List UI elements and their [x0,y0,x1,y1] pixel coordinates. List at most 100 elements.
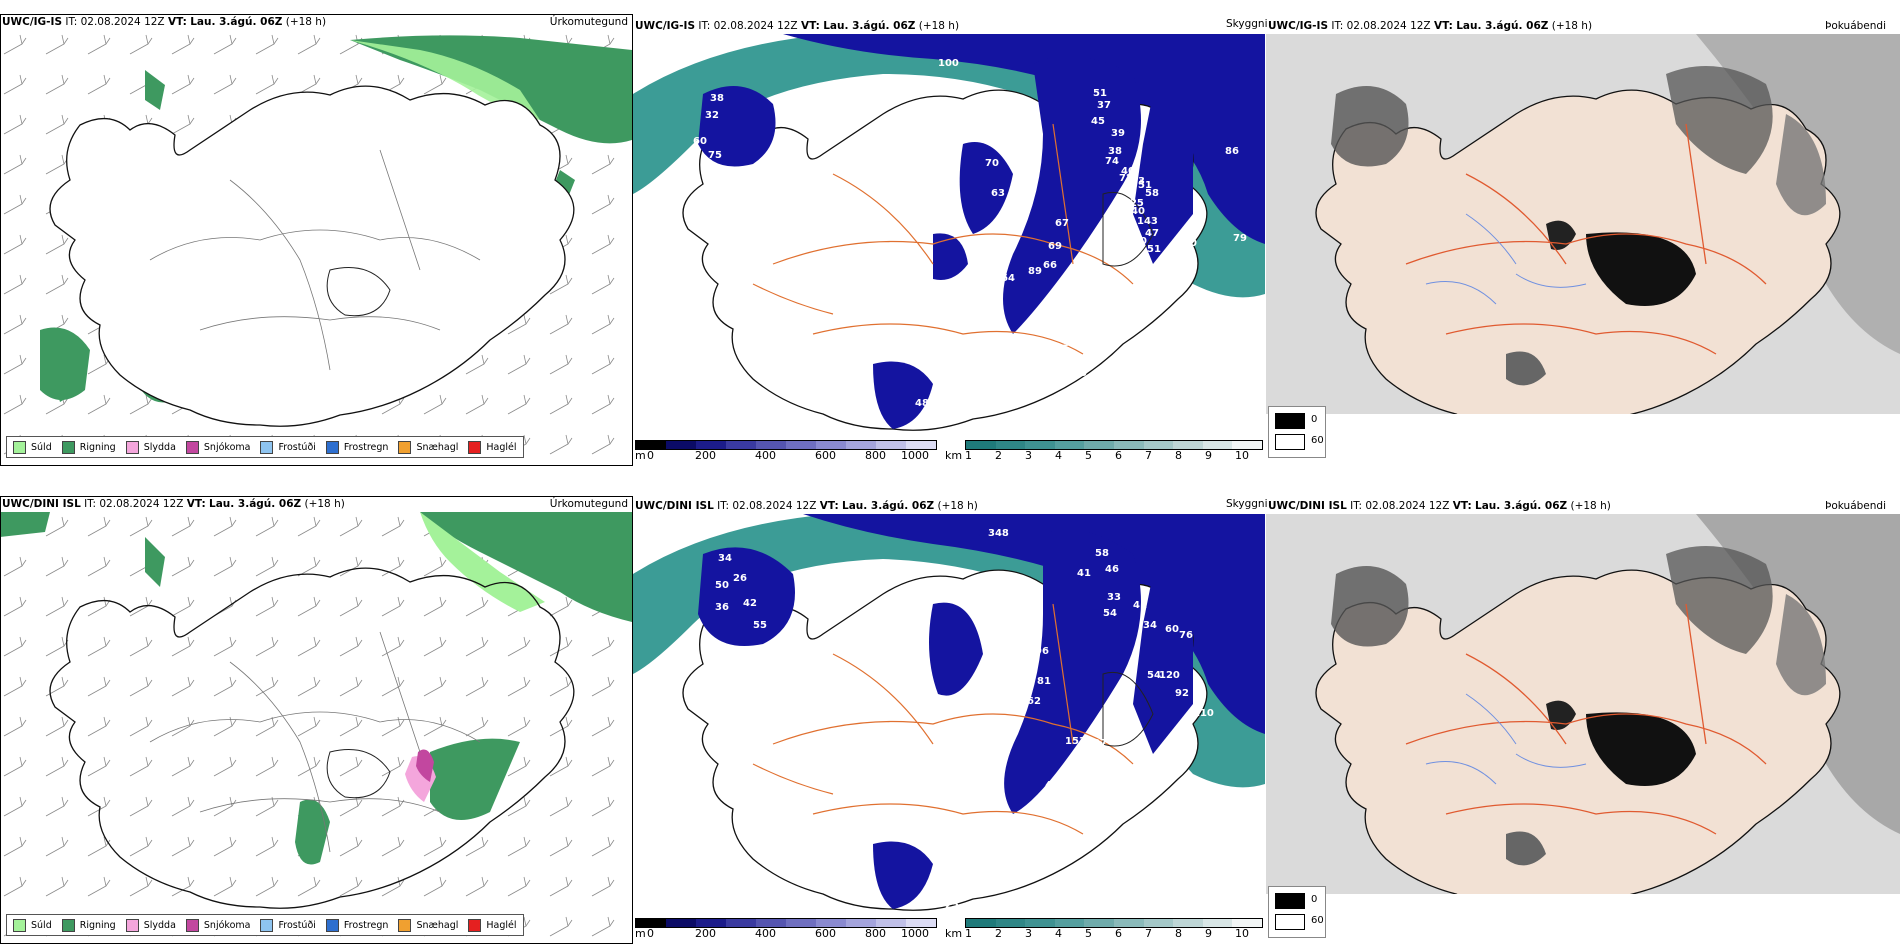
precip-panel-bottom: UWC/DINI ISL IT: 02.08.2024 12Z VT: Lau.… [0,496,632,942]
visibility-label: 93 [998,603,1012,614]
visibility-label: 42 [969,863,983,874]
valid-label: VT: [186,498,206,510]
cloud-panel-top: UWC/IG-IS IT: 02.08.2024 12Z VT: Lau. 3.… [1266,18,1900,464]
visibility-label: 63 [991,188,1005,199]
visibility-label: 51 [1147,244,1161,255]
legend-swatch [125,440,139,454]
visibility-label: 46 [1045,780,1059,791]
visibility-label: 143 [1137,216,1158,227]
roads [1405,123,1767,355]
drizzle-area-north [420,512,545,612]
visibility-tick: 6 [1115,927,1122,940]
visibility-tick: 4 [1055,927,1062,940]
product-title: Þokuábendi [1825,500,1886,512]
panel-header: UWC/IG-IS IT: 02.08.2024 12Z VT: Lau. 3.… [1266,18,1900,34]
legend-label: Frostúði [278,919,316,931]
visibility-label: 79 [1233,233,1247,244]
legend-label: Rigning [79,919,116,931]
init-time: 02.08.2024 12Z [732,500,817,512]
visibility-label: 67 [1055,218,1069,229]
visibility-label: 153 [1065,736,1086,747]
visibility-unit: km [945,927,963,940]
visibility-tick: 7 [1145,449,1152,462]
legend-swatch [260,918,274,932]
visibility-label: 58 [728,183,742,194]
visibility-strip [965,918,1263,928]
visibility-label: 38 [710,93,724,104]
visibility-tick: 7 [1145,927,1152,940]
rain-area-westfjord [145,70,165,110]
visibility-tick: 2 [995,927,1002,940]
visibility-label: 499 [693,518,714,529]
precip-map[interactable] [0,30,632,464]
cloud-legend: 0 60 [1268,406,1326,458]
visibility-label: 110 [1159,288,1180,299]
visibility-label: 42 [708,168,722,179]
precip-panel-top: UWC/IG-IS IT: 02.08.2024 12Z VT: Lau. 3.… [0,14,632,464]
product-title: Þokuábendi [1825,20,1886,32]
precip-map[interactable] [0,512,632,942]
model-name: UWC/DINI ISL [2,498,81,510]
legend-swatch [61,918,75,932]
cloud-legend-value: 60 [1311,435,1324,446]
legend-item: Frostregn [325,918,388,932]
legend-item: Snjókoma [185,440,251,454]
legend-label: Snæhagl [416,919,459,931]
legend-label: Súld [31,441,52,453]
sea-deep-blue [783,34,1265,244]
valid-label: VT: [800,20,820,32]
legend-swatch [468,440,482,454]
visibility-tick: 9 [1205,449,1212,462]
roads [1405,603,1767,835]
glacier-vatnajokull [326,267,391,317]
legend-label: Haglél [486,919,517,931]
visibility-label: 69 [1003,573,1017,584]
visibility-label: 55 [753,620,767,631]
legend-item: Haglél [468,440,517,454]
valid-time: Lau. 3.ágú. 06Z [842,500,935,512]
legend-label: Súld [31,919,52,931]
elevation-tick: 400 [755,927,776,940]
rain-area-west [40,327,90,400]
visibility-map-svg: 3832607542581001037063785145373938744072… [633,34,1265,434]
init-label: IT: [717,500,730,512]
visibility-labels: 3832607542581001037063785145373938744072… [693,58,1247,429]
visibility-label: 125 [1123,198,1144,209]
visibility-label: 62 [1027,696,1041,707]
elevation-colorbar: m 0 200 400 600 800 1000 [633,438,937,464]
panel-header: UWC/DINI ISL IT: 02.08.2024 12Z VT: Lau.… [1266,498,1900,514]
visibility-map[interactable]: 499 348 34 26 50 36 42 55 58 41 46 33 54 41 34 60 76 54 12… [633,514,1265,912]
visibility-label: 92 [1175,688,1189,699]
lead-time: (+18 h) [1570,500,1611,512]
visibility-map[interactable]: 38 32 60 75 42 58 100 103 70 63 78 51 45 37 39 38 74 40 72… [633,34,1265,434]
visibility-strip [965,440,1263,450]
roads-rivers [149,631,481,853]
cloud-map[interactable] [1266,34,1900,414]
visibility-label: 45 [1091,116,1105,127]
legend-label: Rigning [79,441,116,453]
visibility-label: 120 [1159,670,1180,681]
visibility-label: 34 [718,553,732,564]
legend-item: Snæhagl [398,440,458,454]
roads [752,603,1134,835]
legend-swatch-black [1275,413,1305,429]
panel-header: UWC/IG-IS IT: 02.08.2024 12Z VT: Lau. 3.… [0,14,632,30]
valid-time: Lau. 3.ágú. 06Z [1475,500,1568,512]
valid-label: VT: [1452,500,1472,512]
visibility-label: 99 [957,718,971,729]
legend-item: Rigning [61,918,116,932]
legend-item: Rigning [61,440,116,454]
visibility-label: 46 [1105,564,1119,575]
roads [752,123,1134,355]
visibility-label: 110 [1193,708,1214,719]
legend-label: Snjókoma [203,441,251,453]
legend-label: Slydda [143,441,176,453]
panel-header: UWC/DINI ISL IT: 02.08.2024 12Z VT: Lau.… [633,498,1265,514]
visibility-label: 41 [1077,568,1091,579]
valid-label: VT: [1433,20,1453,32]
valid-time: Lau. 3.ágú. 06Z [209,498,302,510]
cloud-map[interactable] [1266,514,1900,894]
legend-item: Frostregn [325,440,388,454]
visibility-label: 37 [1093,738,1107,749]
